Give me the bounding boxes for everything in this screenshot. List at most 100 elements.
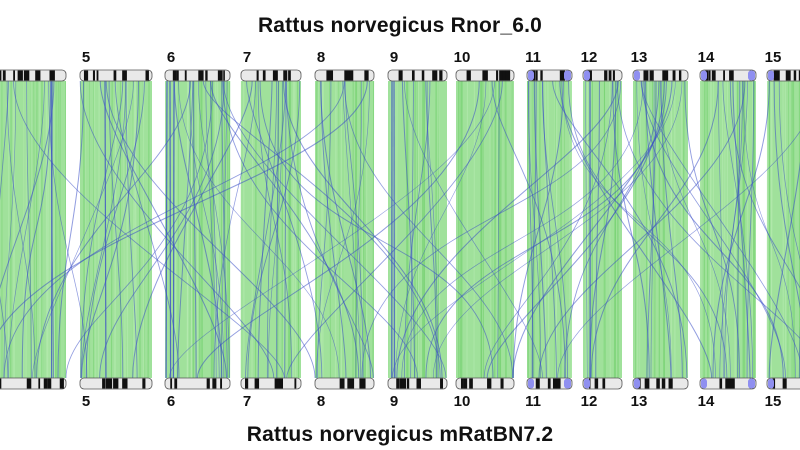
- rearrangement-link: [589, 80, 617, 379]
- rearrangement-link: [512, 80, 564, 379]
- rearrangement-link: [425, 80, 667, 379]
- reference-chromosome-4: [0, 69, 67, 82]
- rearrangement-link: [746, 80, 755, 379]
- rearrangement-link: [552, 80, 688, 379]
- reference-chromosome-label: 14: [697, 49, 715, 66]
- centromere: [748, 378, 755, 389]
- rearrangement-link: [169, 80, 172, 379]
- synteny-alignment-line: [64, 80, 67, 379]
- synteny-alignment-line: [429, 80, 431, 379]
- reference-chromosome-label: 8: [316, 49, 326, 66]
- rearrangement-link: [512, 80, 673, 379]
- synteny-alignment-line: [420, 80, 423, 379]
- cytoband: [364, 70, 369, 81]
- cytoband: [662, 70, 666, 81]
- rearrangement-link: [0, 80, 368, 331]
- cytoband: [396, 378, 400, 389]
- query-chromosome-label: 9: [389, 393, 399, 410]
- cytoband: [496, 70, 499, 81]
- cytoband: [725, 378, 731, 389]
- cytoband: [38, 378, 41, 389]
- cytoband: [440, 378, 443, 389]
- query-chromosome-5: [79, 377, 153, 390]
- cytoband: [245, 378, 249, 389]
- rearrangement-link: [616, 80, 800, 340]
- centromere: [584, 378, 590, 389]
- centromere: [701, 378, 707, 389]
- rearrangement-link: [26, 80, 32, 379]
- cytoband: [649, 70, 654, 81]
- rearrangement-link: [719, 80, 749, 379]
- rearrangement-link: [193, 80, 197, 379]
- synteny-alignment-line: [343, 80, 345, 379]
- cytoband: [412, 70, 415, 81]
- synteny-block-chr-14: [700, 81, 756, 378]
- query-chromosome-6: [164, 377, 231, 390]
- synteny-alignment-line: [30, 80, 33, 379]
- rearrangement-link: [564, 80, 660, 379]
- reference-chromosome-5: [79, 69, 153, 82]
- cytoband: [466, 70, 471, 81]
- rearrangement-link: [36, 80, 191, 379]
- synteny-alignment-line: [282, 80, 285, 379]
- query-chromosome-11: [526, 377, 573, 390]
- cytoband: [223, 70, 225, 81]
- rearrangement-link: [612, 80, 650, 379]
- rearrangement-link: [344, 80, 364, 379]
- query-chromosome-14: [699, 377, 757, 390]
- rearrangement-link: [432, 80, 683, 379]
- query-assembly-title: Rattus norvegicus mRatBN7.2: [246, 423, 554, 446]
- cytoband: [96, 70, 99, 81]
- cytoband: [401, 378, 407, 389]
- cytoband: [487, 378, 492, 389]
- reference-chromosome-13: [632, 69, 689, 82]
- centromere: [634, 378, 640, 389]
- query-chromosome-label: 8: [316, 393, 326, 410]
- cytoband: [535, 378, 540, 389]
- cytoband: [288, 70, 291, 81]
- cytoband: [463, 378, 468, 389]
- rearrangement-link: [717, 80, 724, 379]
- synteny-alignment-line: [466, 80, 469, 379]
- rearrangement-link: [778, 80, 800, 261]
- centromere: [564, 70, 571, 81]
- rearrangement-link: [712, 80, 770, 379]
- query-chromosome-4: [0, 377, 67, 390]
- reference-chromosome-label: 12: [580, 49, 598, 66]
- query-chromosome-label: 11: [525, 393, 541, 410]
- cytoband: [602, 378, 606, 389]
- cytoband: [105, 378, 111, 389]
- cytoband: [113, 70, 116, 81]
- query-chromosome-label: 15: [764, 393, 782, 410]
- rearrangement-link: [80, 80, 127, 379]
- synteny-alignment-line: [438, 80, 441, 379]
- rearrangement-link: [590, 80, 719, 379]
- rearrangement-link: [395, 80, 487, 379]
- cytoband: [612, 70, 615, 81]
- rearrangement-link: [361, 80, 622, 379]
- cytoband: [170, 378, 173, 389]
- rearrangement-link: [404, 80, 543, 379]
- reference-chromosome-label: 15: [764, 49, 782, 66]
- rearrangement-link: [245, 80, 286, 379]
- reference-chromosome-14: [699, 69, 757, 82]
- centromere: [564, 378, 571, 389]
- rearrangement-link: [342, 80, 362, 379]
- synteny-alignment-line: [489, 80, 491, 379]
- rearrangement-link: [169, 80, 495, 379]
- cytoband: [294, 378, 297, 389]
- synteny-alignment-line: [499, 80, 502, 379]
- cytoband: [482, 70, 488, 81]
- rearrangement-link: [165, 80, 168, 379]
- centromere: [584, 70, 590, 81]
- reference-chromosome-7: [240, 69, 302, 82]
- rearrangement-link: [528, 80, 542, 379]
- cytoband: [172, 70, 177, 81]
- synteny-alignment-line: [110, 80, 113, 379]
- reference-chromosome-10: [455, 69, 515, 82]
- cytoband: [26, 378, 32, 389]
- rearrangement-link: [283, 80, 443, 379]
- rearrangement-link: [0, 80, 55, 289]
- cytoband: [644, 378, 650, 389]
- synteny-alignment-line: [372, 80, 375, 379]
